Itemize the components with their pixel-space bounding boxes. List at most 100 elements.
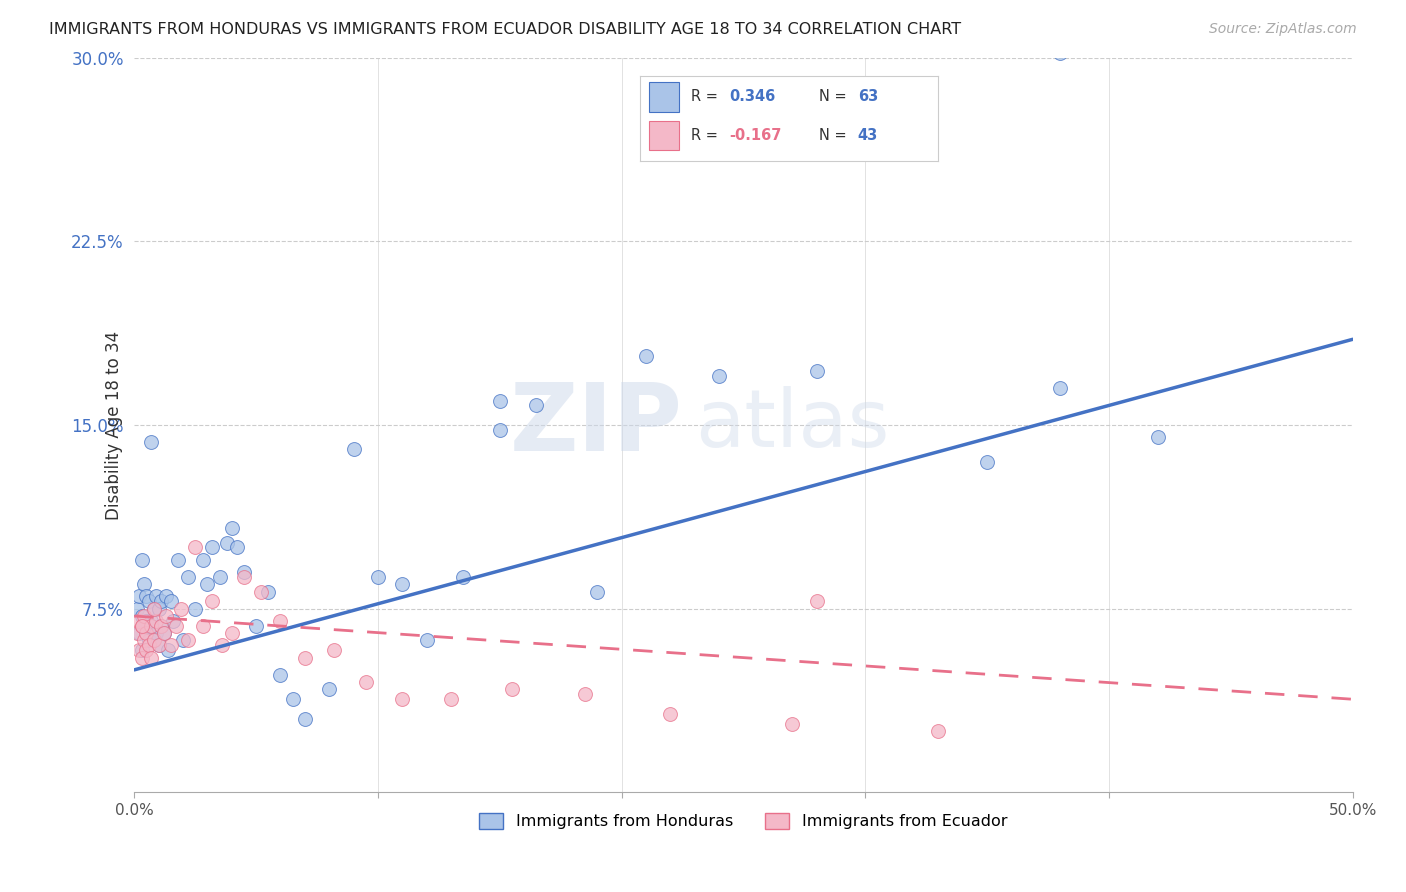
Point [141,435,163,450]
Point [167,552,190,566]
Point [148,639,170,653]
Point [270,614,292,628]
Point [162,614,184,628]
Point [131,650,153,665]
Point [128,643,150,657]
Point [201,594,224,608]
Point [132,609,155,624]
Text: ZIP: ZIP [510,379,682,471]
Point [160,639,183,653]
Point [141,614,163,628]
Point [172,633,194,648]
Point [354,675,377,690]
Point [318,682,340,697]
Point [927,724,949,739]
Point [131,552,153,566]
Point [488,423,510,437]
Point [197,577,219,591]
Point [152,626,174,640]
Point [806,594,828,608]
Point [342,442,364,457]
Point [586,584,609,599]
Point [780,716,803,731]
Point [976,455,998,469]
Point [488,393,510,408]
Point [150,619,173,633]
Point [128,590,150,604]
Point [135,643,157,657]
Point [125,601,148,615]
Point [138,633,160,648]
Point [157,643,180,657]
Point [141,619,163,633]
Point [391,577,413,591]
Point [169,601,191,615]
Point [131,609,153,624]
Point [215,535,238,549]
Point [323,643,346,657]
Point [148,601,170,615]
Point [221,626,243,640]
Point [150,619,173,633]
Point [184,541,207,555]
Point [177,633,200,648]
Point [257,584,280,599]
Point [138,594,160,608]
Point [142,633,165,648]
Point [184,601,207,615]
Point [451,570,474,584]
Point [440,692,463,706]
Point [165,619,187,633]
Point [391,692,413,706]
Point [145,590,167,604]
Point [145,614,167,628]
Point [160,594,183,608]
Point [1049,45,1071,60]
Point [152,626,174,640]
Legend: Immigrants from Honduras, Immigrants from Ecuador: Immigrants from Honduras, Immigrants fro… [472,806,1014,836]
Point [135,626,157,640]
Y-axis label: Disability Age 18 to 34: Disability Age 18 to 34 [105,330,124,519]
Point [135,590,157,604]
Point [131,619,153,633]
Point [233,565,256,579]
Point [150,594,173,608]
Point [1146,430,1168,444]
Point [501,682,523,697]
Point [281,692,304,706]
Point [128,626,150,640]
Point [245,619,267,633]
Point [524,398,547,412]
Point [707,369,730,384]
Point [132,619,155,633]
Text: IMMIGRANTS FROM HONDURAS VS IMMIGRANTS FROM ECUADOR DISABILITY AGE 18 TO 34 CORR: IMMIGRANTS FROM HONDURAS VS IMMIGRANTS F… [49,22,962,37]
Text: atlas: atlas [695,386,889,464]
Point [294,650,316,665]
Point [128,614,150,628]
Point [201,541,224,555]
Point [806,364,828,378]
Text: Source: ZipAtlas.com: Source: ZipAtlas.com [1209,22,1357,37]
Point [155,590,177,604]
Point [131,643,153,657]
Point [141,619,163,633]
Point [250,584,273,599]
Point [138,639,160,653]
Point [367,570,389,584]
Point [145,626,167,640]
Point [125,626,148,640]
Point [141,650,163,665]
Point [177,570,200,584]
Point [132,577,155,591]
Point [1049,381,1071,395]
Point [148,639,170,653]
Point [634,350,657,364]
Point [155,609,177,624]
Point [233,570,256,584]
Point [270,667,292,681]
Point [131,619,153,633]
Point [294,712,316,726]
Point [135,626,157,640]
Point [191,552,214,566]
Point [142,601,165,615]
